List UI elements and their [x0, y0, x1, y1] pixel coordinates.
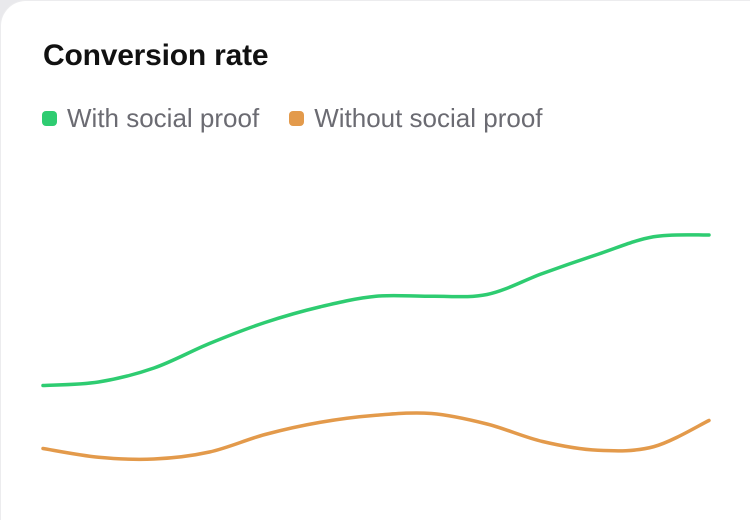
chart-legend: With social proof Without social proof	[42, 103, 543, 134]
legend-label: With social proof	[67, 103, 260, 133]
legend-swatch-orange	[289, 111, 305, 126]
series-lines	[41, 233, 711, 462]
legend-label: Without social proof	[314, 103, 543, 133]
legend-item-without-social-proof[interactable]: Without social proof	[289, 103, 543, 134]
legend-swatch-green	[42, 111, 57, 126]
legend-item-with-social-proof[interactable]: With social proof	[42, 103, 259, 134]
series-line-with-social-proof	[41, 233, 711, 388]
chart-title: Conversion rate	[43, 39, 269, 72]
series-line-without-social-proof	[41, 411, 711, 462]
